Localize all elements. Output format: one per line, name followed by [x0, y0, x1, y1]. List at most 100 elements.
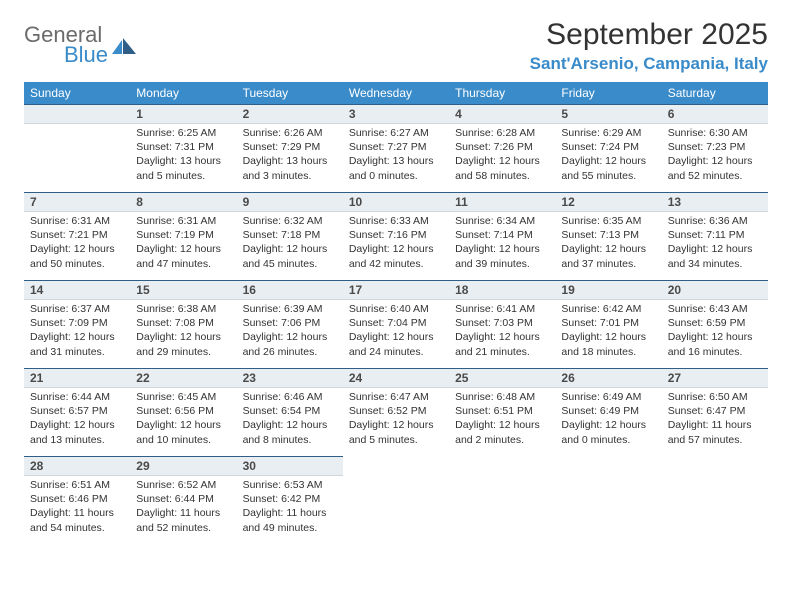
- day-info: Sunrise: 6:33 AMSunset: 7:16 PMDaylight:…: [343, 212, 449, 271]
- day-info: Sunrise: 6:47 AMSunset: 6:52 PMDaylight:…: [343, 388, 449, 447]
- sunrise-text: Sunrise: 6:42 AM: [561, 302, 655, 316]
- day-number: 20: [662, 280, 768, 300]
- sunset-text: Sunset: 6:44 PM: [136, 492, 230, 506]
- calendar-day-cell: 17Sunrise: 6:40 AMSunset: 7:04 PMDayligh…: [343, 280, 449, 368]
- sunset-text: Sunset: 6:56 PM: [136, 404, 230, 418]
- daylight-text: Daylight: 12 hours and 45 minutes.: [243, 242, 337, 270]
- sunrise-text: Sunrise: 6:51 AM: [30, 478, 124, 492]
- sunrise-text: Sunrise: 6:26 AM: [243, 126, 337, 140]
- daylight-text: Daylight: 12 hours and 0 minutes.: [561, 418, 655, 446]
- day-number: 11: [449, 192, 555, 212]
- sunset-text: Sunset: 7:18 PM: [243, 228, 337, 242]
- sunset-text: Sunset: 6:59 PM: [668, 316, 762, 330]
- day-info: Sunrise: 6:36 AMSunset: 7:11 PMDaylight:…: [662, 212, 768, 271]
- calendar-week-row: 28Sunrise: 6:51 AMSunset: 6:46 PMDayligh…: [24, 456, 768, 544]
- calendar-day-cell: 12Sunrise: 6:35 AMSunset: 7:13 PMDayligh…: [555, 192, 661, 280]
- day-info: Sunrise: 6:46 AMSunset: 6:54 PMDaylight:…: [237, 388, 343, 447]
- daylight-text: Daylight: 13 hours and 3 minutes.: [243, 154, 337, 182]
- calendar-day-cell: 21Sunrise: 6:44 AMSunset: 6:57 PMDayligh…: [24, 368, 130, 456]
- calendar-day-cell: 25Sunrise: 6:48 AMSunset: 6:51 PMDayligh…: [449, 368, 555, 456]
- calendar-header-row: SundayMondayTuesdayWednesdayThursdayFrid…: [24, 82, 768, 104]
- sunset-text: Sunset: 7:16 PM: [349, 228, 443, 242]
- daylight-text: Daylight: 12 hours and 16 minutes.: [668, 330, 762, 358]
- title-block: September 2025 Sant'Arsenio, Campania, I…: [530, 18, 768, 74]
- sunrise-text: Sunrise: 6:30 AM: [668, 126, 762, 140]
- day-number: [555, 456, 661, 476]
- calendar-day-cell: 16Sunrise: 6:39 AMSunset: 7:06 PMDayligh…: [237, 280, 343, 368]
- sunrise-text: Sunrise: 6:37 AM: [30, 302, 124, 316]
- calendar-day-cell: 8Sunrise: 6:31 AMSunset: 7:19 PMDaylight…: [130, 192, 236, 280]
- day-info: Sunrise: 6:49 AMSunset: 6:49 PMDaylight:…: [555, 388, 661, 447]
- brand-triangle-icon: [112, 36, 136, 56]
- daylight-text: Daylight: 12 hours and 2 minutes.: [455, 418, 549, 446]
- calendar-day-cell: 6Sunrise: 6:30 AMSunset: 7:23 PMDaylight…: [662, 104, 768, 192]
- day-number: [24, 104, 130, 124]
- calendar-day-cell: 24Sunrise: 6:47 AMSunset: 6:52 PMDayligh…: [343, 368, 449, 456]
- day-number: 30: [237, 456, 343, 476]
- calendar-day-cell: [343, 456, 449, 544]
- calendar-day-cell: 14Sunrise: 6:37 AMSunset: 7:09 PMDayligh…: [24, 280, 130, 368]
- sunrise-text: Sunrise: 6:41 AM: [455, 302, 549, 316]
- sunset-text: Sunset: 7:29 PM: [243, 140, 337, 154]
- daylight-text: Daylight: 12 hours and 8 minutes.: [243, 418, 337, 446]
- weekday-header: Monday: [130, 82, 236, 104]
- daylight-text: Daylight: 13 hours and 5 minutes.: [136, 154, 230, 182]
- brand-sub: Blue: [64, 44, 108, 66]
- day-number: 18: [449, 280, 555, 300]
- daylight-text: Daylight: 12 hours and 52 minutes.: [668, 154, 762, 182]
- sunset-text: Sunset: 7:03 PM: [455, 316, 549, 330]
- sunrise-text: Sunrise: 6:39 AM: [243, 302, 337, 316]
- brand-logo: General Blue: [24, 24, 136, 66]
- day-info: Sunrise: 6:41 AMSunset: 7:03 PMDaylight:…: [449, 300, 555, 359]
- sunrise-text: Sunrise: 6:50 AM: [668, 390, 762, 404]
- day-number: 17: [343, 280, 449, 300]
- weekday-header: Saturday: [662, 82, 768, 104]
- day-number: 26: [555, 368, 661, 388]
- sunrise-text: Sunrise: 6:35 AM: [561, 214, 655, 228]
- day-info: Sunrise: 6:28 AMSunset: 7:26 PMDaylight:…: [449, 124, 555, 183]
- daylight-text: Daylight: 12 hours and 24 minutes.: [349, 330, 443, 358]
- day-info: Sunrise: 6:45 AMSunset: 6:56 PMDaylight:…: [130, 388, 236, 447]
- calendar-day-cell: 9Sunrise: 6:32 AMSunset: 7:18 PMDaylight…: [237, 192, 343, 280]
- sunset-text: Sunset: 6:49 PM: [561, 404, 655, 418]
- daylight-text: Daylight: 12 hours and 50 minutes.: [30, 242, 124, 270]
- calendar-day-cell: 3Sunrise: 6:27 AMSunset: 7:27 PMDaylight…: [343, 104, 449, 192]
- day-number: 15: [130, 280, 236, 300]
- daylight-text: Daylight: 12 hours and 47 minutes.: [136, 242, 230, 270]
- daylight-text: Daylight: 12 hours and 13 minutes.: [30, 418, 124, 446]
- daylight-text: Daylight: 12 hours and 58 minutes.: [455, 154, 549, 182]
- sunset-text: Sunset: 7:09 PM: [30, 316, 124, 330]
- sunset-text: Sunset: 7:27 PM: [349, 140, 443, 154]
- sunrise-text: Sunrise: 6:33 AM: [349, 214, 443, 228]
- day-info: Sunrise: 6:26 AMSunset: 7:29 PMDaylight:…: [237, 124, 343, 183]
- daylight-text: Daylight: 11 hours and 52 minutes.: [136, 506, 230, 534]
- daylight-text: Daylight: 12 hours and 5 minutes.: [349, 418, 443, 446]
- weekday-header: Sunday: [24, 82, 130, 104]
- sunrise-text: Sunrise: 6:36 AM: [668, 214, 762, 228]
- sunset-text: Sunset: 7:06 PM: [243, 316, 337, 330]
- day-info: Sunrise: 6:40 AMSunset: 7:04 PMDaylight:…: [343, 300, 449, 359]
- calendar-day-cell: 27Sunrise: 6:50 AMSunset: 6:47 PMDayligh…: [662, 368, 768, 456]
- daylight-text: Daylight: 11 hours and 57 minutes.: [668, 418, 762, 446]
- weekday-header: Thursday: [449, 82, 555, 104]
- day-info: Sunrise: 6:29 AMSunset: 7:24 PMDaylight:…: [555, 124, 661, 183]
- sunset-text: Sunset: 6:57 PM: [30, 404, 124, 418]
- day-info: Sunrise: 6:30 AMSunset: 7:23 PMDaylight:…: [662, 124, 768, 183]
- sunset-text: Sunset: 7:08 PM: [136, 316, 230, 330]
- page-header: General Blue September 2025 Sant'Arsenio…: [24, 18, 768, 74]
- calendar-day-cell: 11Sunrise: 6:34 AMSunset: 7:14 PMDayligh…: [449, 192, 555, 280]
- daylight-text: Daylight: 12 hours and 26 minutes.: [243, 330, 337, 358]
- day-info: Sunrise: 6:51 AMSunset: 6:46 PMDaylight:…: [24, 476, 130, 535]
- sunset-text: Sunset: 7:01 PM: [561, 316, 655, 330]
- calendar-day-cell: 29Sunrise: 6:52 AMSunset: 6:44 PMDayligh…: [130, 456, 236, 544]
- calendar-day-cell: [449, 456, 555, 544]
- sunset-text: Sunset: 7:19 PM: [136, 228, 230, 242]
- day-info: Sunrise: 6:25 AMSunset: 7:31 PMDaylight:…: [130, 124, 236, 183]
- calendar-body: 1Sunrise: 6:25 AMSunset: 7:31 PMDaylight…: [24, 104, 768, 544]
- weekday-header: Tuesday: [237, 82, 343, 104]
- day-number: 22: [130, 368, 236, 388]
- calendar-page: General Blue September 2025 Sant'Arsenio…: [0, 0, 792, 544]
- day-number: 2: [237, 104, 343, 124]
- logo-text-block: General Blue: [24, 24, 108, 66]
- day-info: Sunrise: 6:42 AMSunset: 7:01 PMDaylight:…: [555, 300, 661, 359]
